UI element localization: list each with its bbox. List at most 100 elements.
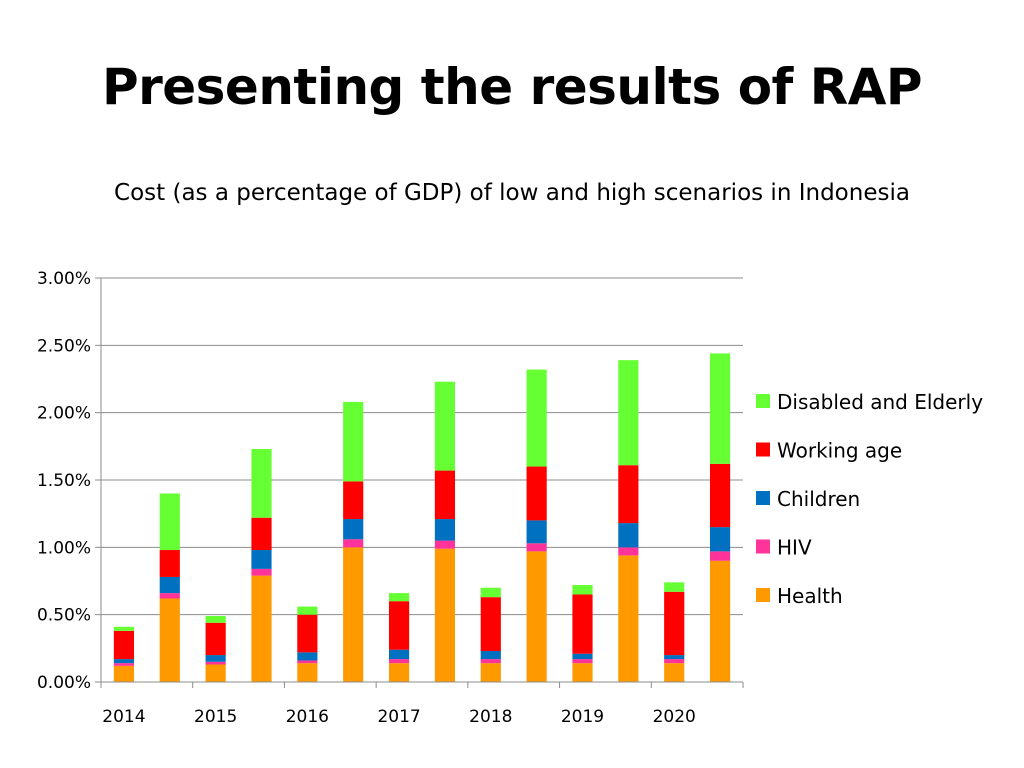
bar-segment-disabled-and-elderly — [159, 493, 180, 551]
legend-label: Disabled and Elderly — [777, 390, 983, 414]
bar-segment-hiv — [205, 661, 226, 665]
bar-segment-children — [297, 652, 318, 661]
y-tick-label: 1.50% — [37, 471, 91, 491]
legend-swatch — [756, 442, 770, 457]
bar-segment-working-age — [113, 630, 135, 660]
bar-segment-working-age — [251, 517, 272, 551]
bar-segment-health — [297, 663, 318, 682]
bar-segment-hiv — [572, 659, 593, 664]
x-tick-label: 2019 — [561, 707, 604, 727]
bar-segment-disabled-and-elderly — [664, 582, 685, 592]
bar-segment-working-age — [480, 597, 501, 652]
bar-segment-health — [709, 560, 731, 682]
bar-segment-health — [526, 551, 547, 682]
bar-segment-hiv — [159, 593, 180, 599]
bar-segment-working-age — [159, 550, 180, 577]
bar-segment-disabled-and-elderly — [343, 401, 364, 482]
bar-segment-disabled-and-elderly — [618, 360, 639, 466]
bar-segment-hiv — [113, 663, 135, 666]
x-tick-label: 2020 — [653, 707, 696, 727]
bar-segment-children — [113, 659, 135, 664]
bar-segment-hiv — [388, 659, 410, 664]
legend-swatch — [756, 491, 770, 505]
bar-segment-working-age — [388, 601, 410, 650]
chart-subtitle: Cost (as a percentage of GDP) of low and… — [114, 180, 910, 206]
legend-label: Children — [777, 487, 860, 511]
y-tick-label: 3.00% — [37, 269, 91, 289]
bar-segment-disabled-and-elderly — [113, 626, 135, 631]
legend-swatch — [756, 588, 770, 602]
slide-title: Presenting the results of RAP — [101, 58, 923, 116]
legend-swatch — [756, 394, 770, 408]
bar-segment-working-age — [343, 481, 364, 520]
legend-swatch — [756, 539, 770, 554]
legend-label: HIV — [777, 536, 812, 560]
gridlines — [101, 277, 743, 616]
bar-segment-children — [343, 519, 364, 540]
bar-segment-working-age — [434, 470, 456, 520]
bar-segment-disabled-and-elderly — [480, 587, 501, 598]
bar-segment-health — [618, 555, 639, 682]
bar-segment-children — [251, 550, 272, 569]
bar-segment-hiv — [251, 568, 272, 576]
bar-segment-disabled-and-elderly — [572, 585, 593, 595]
bar-segment-working-age — [205, 622, 226, 656]
bar-segment-disabled-and-elderly — [388, 593, 410, 602]
bar-segment-hiv — [526, 543, 547, 552]
x-tick-label: 2016 — [286, 707, 329, 727]
legend: Disabled and Elderly Working age Children H… — [756, 390, 983, 608]
bar-segment-children — [709, 527, 731, 552]
y-tick-label: 2.50% — [37, 336, 91, 356]
bar-segment-health — [572, 663, 593, 682]
bar-segment-children — [480, 651, 501, 660]
x-tick-label: 2017 — [377, 707, 420, 727]
bar-segment-health — [205, 664, 226, 682]
bar-segment-disabled-and-elderly — [709, 353, 731, 464]
bar-segment-hiv — [297, 660, 318, 664]
bar-segment-working-age — [297, 614, 318, 653]
bar-segment-children — [434, 519, 456, 541]
x-tick-label: 2015 — [194, 707, 237, 727]
bar-segment-children — [664, 655, 685, 660]
bar-segment-health — [388, 663, 410, 682]
x-tick-label: 2014 — [102, 707, 145, 727]
bar-segment-working-age — [709, 463, 731, 528]
bar-segment-working-age — [664, 591, 685, 656]
y-tick-label: 0.00% — [37, 673, 91, 693]
bar-segment-health — [159, 598, 180, 682]
bar-segment-disabled-and-elderly — [251, 449, 272, 518]
bar-segment-hiv — [480, 659, 501, 664]
bar-segment-disabled-and-elderly — [297, 606, 318, 615]
legend-label: Working age — [777, 439, 902, 463]
bar-segment-working-age — [618, 465, 639, 524]
bar-segment-children — [526, 520, 547, 544]
y-tick-label: 2.00% — [37, 404, 91, 424]
bar-segment-hiv — [709, 551, 731, 561]
y-tick-label: 1.00% — [37, 538, 91, 558]
bar-segment-health — [434, 548, 456, 682]
bar-segment-working-age — [572, 594, 593, 654]
legend-label: Health — [777, 584, 843, 608]
bar-segment-disabled-and-elderly — [205, 616, 226, 623]
bar-segment-children — [159, 576, 180, 594]
bar-segment-hiv — [618, 547, 639, 556]
bar-segment-children — [572, 653, 593, 660]
bar-segment-hiv — [343, 539, 364, 548]
bar-segment-children — [205, 655, 226, 662]
bar-segment-health — [480, 663, 501, 682]
bars — [113, 353, 731, 682]
bar-segment-disabled-and-elderly — [434, 381, 456, 471]
bar-segment-health — [343, 547, 364, 682]
bar-segment-health — [251, 575, 272, 682]
x-tick-label: 2018 — [469, 707, 512, 727]
axes: 0.00% 0.50% 1.00% 1.50% 2.00% 2.50% 3.00% 2014 2… — [37, 269, 744, 727]
bar-segment-children — [388, 649, 410, 660]
bar-segment-disabled-and-elderly — [526, 369, 547, 467]
bar-segment-working-age — [526, 466, 547, 521]
bar-segment-health — [664, 663, 685, 682]
bar-segment-health — [113, 665, 135, 682]
bar-segment-children — [618, 523, 639, 548]
bar-segment-hiv — [664, 659, 685, 664]
y-tick-label: 0.50% — [37, 606, 91, 626]
